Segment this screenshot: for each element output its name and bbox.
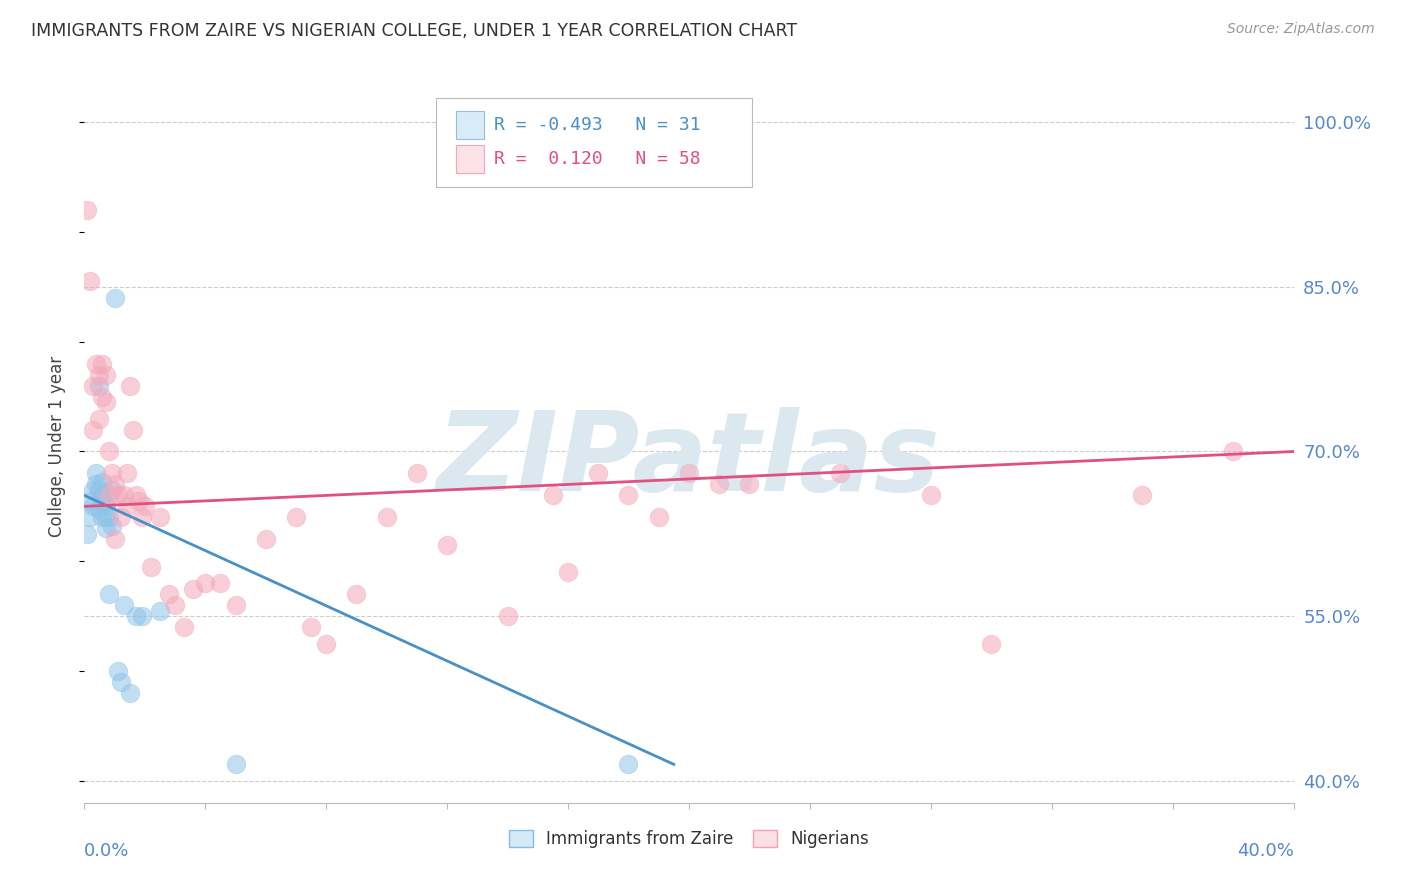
Point	[225, 598, 247, 612]
Point	[104, 477, 127, 491]
Point	[91, 494, 114, 508]
Point	[100, 483, 122, 497]
Point	[115, 500, 138, 514]
Point	[79, 274, 101, 288]
Y-axis label: College, Under 1 year: College, Under 1 year	[48, 355, 66, 537]
Point	[125, 609, 148, 624]
Point	[97, 587, 120, 601]
Point	[617, 488, 640, 502]
Point	[94, 395, 117, 409]
Text: R = -0.493   N = 31: R = -0.493 N = 31	[494, 116, 700, 134]
Point	[91, 475, 114, 490]
Point	[496, 609, 519, 624]
Text: IMMIGRANTS FROM ZAIRE VS NIGERIAN COLLEGE, UNDER 1 YEAR CORRELATION CHART: IMMIGRANTS FROM ZAIRE VS NIGERIAN COLLEG…	[31, 22, 797, 40]
Point	[1222, 444, 1244, 458]
Point	[89, 378, 111, 392]
Point	[82, 500, 104, 514]
Point	[128, 494, 150, 508]
Point	[112, 488, 135, 502]
Point	[79, 494, 101, 508]
Point	[194, 576, 217, 591]
Point	[920, 488, 942, 502]
Point	[107, 488, 129, 502]
Point	[115, 467, 138, 481]
Point	[181, 582, 204, 596]
Point	[125, 488, 148, 502]
Point	[89, 483, 111, 497]
Point	[89, 368, 111, 382]
Point	[86, 357, 108, 371]
Point	[648, 510, 671, 524]
Point	[91, 357, 114, 371]
Point	[738, 477, 761, 491]
Point	[82, 378, 104, 392]
Point	[110, 510, 132, 524]
Point	[139, 559, 162, 574]
Point	[97, 488, 120, 502]
Point	[254, 533, 277, 547]
Point	[315, 637, 337, 651]
Point	[79, 510, 101, 524]
Point	[91, 390, 114, 404]
Point	[1130, 488, 1153, 502]
Point	[980, 637, 1002, 651]
Point	[94, 521, 117, 535]
Point	[346, 587, 368, 601]
Text: R =  0.120   N = 58: R = 0.120 N = 58	[494, 150, 700, 168]
Point	[557, 566, 579, 580]
Point	[617, 757, 640, 772]
Point	[225, 757, 247, 772]
Point	[375, 510, 398, 524]
Point	[157, 587, 180, 601]
Point	[588, 467, 610, 481]
Text: 0.0%: 0.0%	[84, 842, 129, 860]
Point	[134, 500, 156, 514]
Point	[436, 538, 458, 552]
Point	[830, 467, 852, 481]
Point	[118, 686, 141, 700]
Point	[541, 488, 564, 502]
Point	[165, 598, 187, 612]
Point	[97, 510, 120, 524]
Point	[131, 510, 153, 524]
Point	[285, 510, 308, 524]
Point	[100, 519, 122, 533]
Point	[89, 501, 111, 516]
Point	[121, 423, 143, 437]
Point	[94, 510, 117, 524]
Text: ZIPatlas: ZIPatlas	[437, 407, 941, 514]
Point	[406, 467, 429, 481]
Point	[104, 291, 127, 305]
Point	[104, 533, 127, 547]
Point	[149, 510, 172, 524]
Point	[94, 368, 117, 382]
Point	[82, 423, 104, 437]
Point	[118, 378, 141, 392]
Point	[100, 467, 122, 481]
Point	[131, 609, 153, 624]
Point	[86, 477, 108, 491]
Point	[678, 467, 700, 481]
Point	[76, 202, 98, 217]
Point	[299, 620, 322, 634]
Point	[110, 675, 132, 690]
Point	[709, 477, 731, 491]
Point	[149, 604, 172, 618]
Point	[91, 510, 114, 524]
Text: Source: ZipAtlas.com: Source: ZipAtlas.com	[1227, 22, 1375, 37]
Point	[86, 467, 108, 481]
Point	[94, 500, 117, 514]
Point	[91, 488, 114, 502]
Point	[107, 664, 129, 678]
Text: 40.0%: 40.0%	[1237, 842, 1294, 860]
Point	[209, 576, 232, 591]
Point	[112, 598, 135, 612]
Point	[82, 483, 104, 497]
Point	[173, 620, 195, 634]
Point	[76, 526, 98, 541]
Legend: Immigrants from Zaire, Nigerians: Immigrants from Zaire, Nigerians	[502, 823, 876, 855]
Point	[97, 444, 120, 458]
Point	[89, 411, 111, 425]
